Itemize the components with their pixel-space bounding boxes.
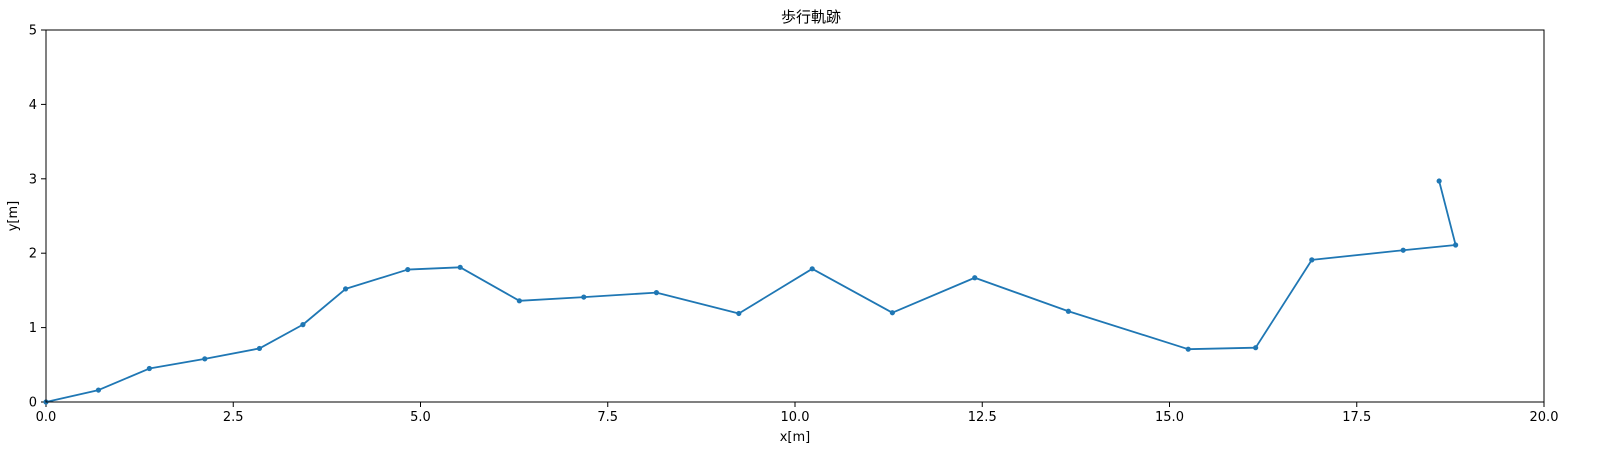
data-point bbox=[300, 322, 306, 328]
x-axis-label: x[m] bbox=[780, 430, 811, 445]
data-point bbox=[256, 345, 263, 352]
y-tick-label: 5 bbox=[29, 24, 37, 39]
x-tick-label: 10.0 bbox=[781, 410, 810, 425]
chart-title: 歩行軌跡 bbox=[781, 8, 841, 26]
data-point bbox=[809, 266, 815, 272]
series-group bbox=[43, 178, 1459, 405]
data-point bbox=[1253, 345, 1259, 351]
data-point bbox=[1185, 346, 1191, 352]
data-point bbox=[95, 387, 102, 393]
data-point bbox=[343, 286, 349, 292]
y-tick-label: 2 bbox=[29, 247, 37, 262]
x-tick-label: 20.0 bbox=[1530, 410, 1559, 425]
x-tick-label: 0.0 bbox=[36, 410, 57, 425]
data-point bbox=[736, 310, 742, 317]
data-point bbox=[972, 275, 978, 281]
x-tick-label: 15.0 bbox=[1155, 410, 1184, 425]
plot-frame bbox=[45, 29, 1545, 403]
y-tick-label: 0 bbox=[29, 396, 37, 411]
y-tick-label: 1 bbox=[29, 321, 37, 336]
y-axis-label: y[m] bbox=[6, 201, 21, 232]
data-point bbox=[1065, 308, 1071, 314]
data-point bbox=[581, 294, 587, 300]
y-tick-label: 3 bbox=[29, 172, 37, 187]
x-tick-label: 2.5 bbox=[223, 410, 244, 425]
data-point bbox=[1436, 178, 1442, 184]
x-tick-label: 7.5 bbox=[597, 410, 618, 425]
x-tick-label: 12.5 bbox=[968, 410, 997, 425]
data-point bbox=[457, 264, 463, 270]
data-point bbox=[1453, 242, 1459, 248]
data-point bbox=[889, 310, 895, 316]
data-point bbox=[405, 266, 411, 273]
x-tick-label: 5.0 bbox=[410, 410, 431, 425]
data-point bbox=[1309, 257, 1315, 263]
data-point bbox=[516, 298, 522, 304]
y-tick-label: 4 bbox=[29, 98, 37, 113]
data-point bbox=[146, 365, 152, 372]
data-point bbox=[1400, 247, 1406, 253]
data-point bbox=[202, 356, 208, 362]
axis-ticks: 0.0 2.5 5.0 7.5 10.0 12.5 15.0 17.5 20.0 0 1 2 3 4 5 bbox=[29, 24, 1559, 426]
x-tick-label: 17.5 bbox=[1342, 410, 1371, 425]
data-point bbox=[653, 290, 660, 296]
